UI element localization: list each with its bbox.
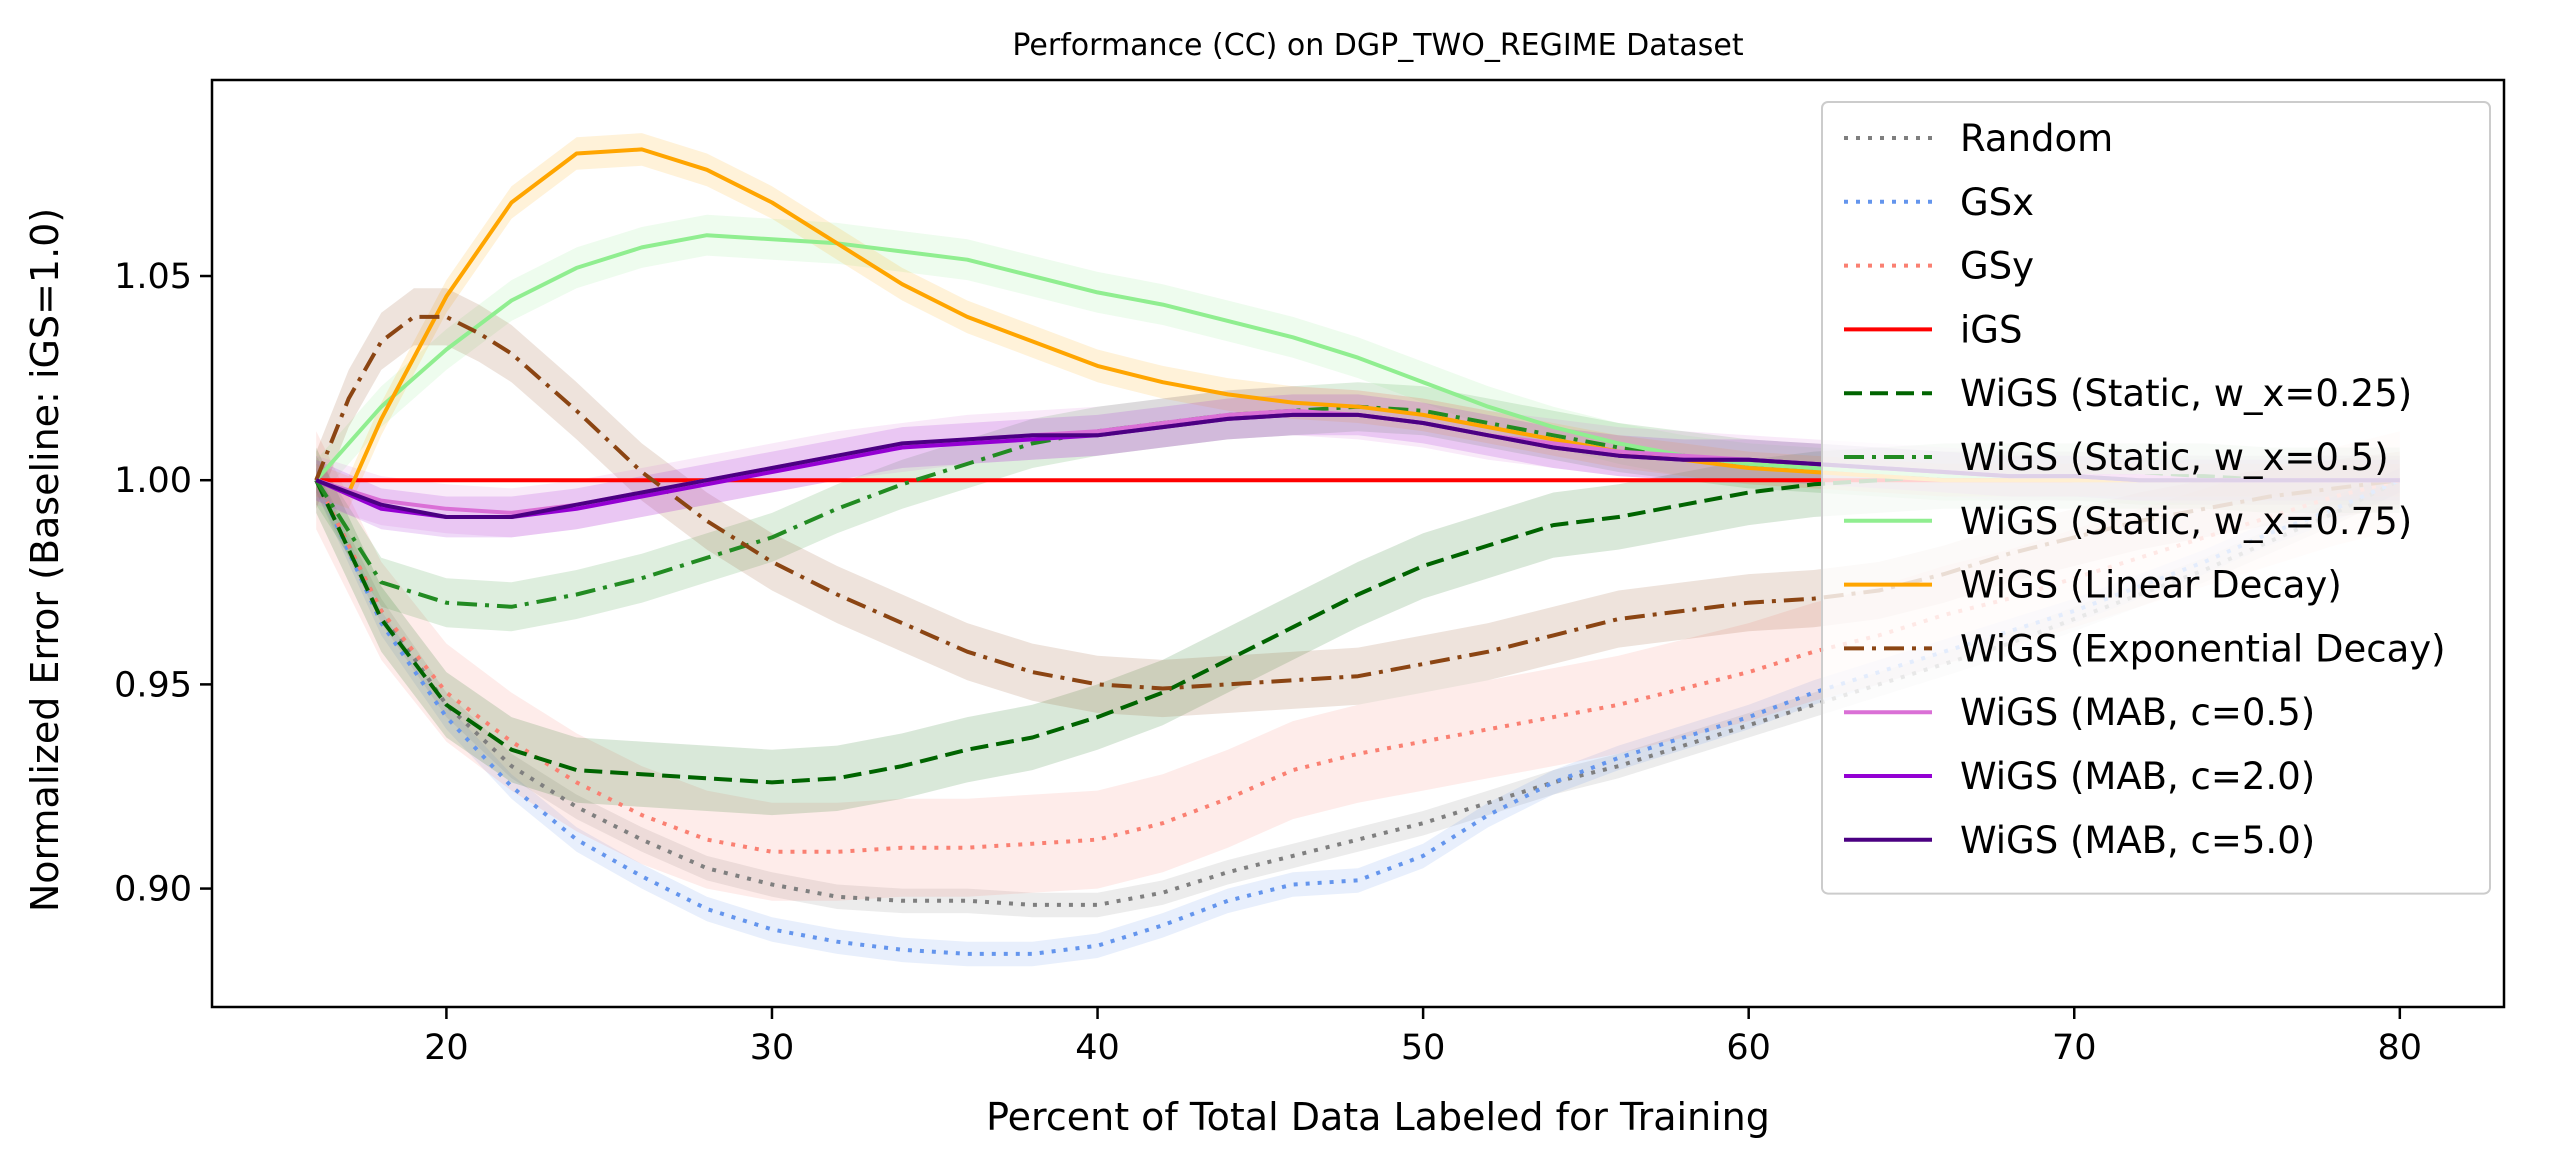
x-tick-label: 40 [1075,1028,1120,1068]
x-tick-label: 50 [1401,1028,1446,1068]
x-tick-label: 70 [2052,1028,2097,1068]
x-tick-label: 80 [2378,1028,2423,1068]
legend-box [1821,101,2491,895]
legend-label-wigs-static-w-x-0-25: WiGS (Static, w_x=0.25) [1960,372,2412,415]
legend-label-wigs-linear-decay: WiGS (Linear Decay) [1960,564,2342,607]
legend-label-gsy: GSy [1960,245,2034,288]
band-wigs-linear-decay [316,133,2400,509]
legend-label-wigs-mab-c-0-5: WiGS (MAB, c=0.5) [1960,691,2315,734]
legend-label-gsx: GSx [1960,181,2034,224]
y-tick-label: 0.95 [114,665,192,705]
y-axis-label: Normalized Error (Baseline: iGS=1.0) [23,208,67,912]
legend-label-wigs-mab-c-2-0: WiGS (MAB, c=2.0) [1960,755,2315,798]
plot-frame [210,78,2506,1009]
legend-label-wigs-mab-c-5-0: WiGS (MAB, c=5.0) [1960,819,2315,862]
band-wigs-static-w-x-0-5 [316,382,2400,632]
legend-label-wigs-exponential-decay: WiGS (Exponential Decay) [1960,627,2446,670]
y-tick-label: 1.05 [114,257,192,297]
band-random [316,468,2400,918]
legend-label-igs: iGS [1960,308,2022,351]
x-tick-label: 60 [1726,1028,1771,1068]
x-tick-label: 30 [750,1028,795,1068]
x-tick-label: 20 [424,1028,469,1068]
x-axis-label: Percent of Total Data Labeled for Traini… [986,1095,1770,1139]
legend-label-random: Random [1960,117,2113,160]
y-tick-label: 1.00 [114,461,192,501]
y-tick-label: 0.90 [114,870,192,910]
chart-title: Performance (CC) on DGP_TWO_REGIME Datas… [1012,28,1743,63]
legend-label-wigs-static-w-x-0-5: WiGS (Static, w_x=0.5) [1960,436,2389,479]
legend: Random GSx GSy iGS WiGS (Static, w_x=0.25) Wi… [1821,101,2491,895]
legend-label-wigs-static-w-x-0-75: WiGS (Static, w_x=0.75) [1960,500,2412,543]
axes: 20 30 40 50 60 70 80 0.90 0.95 1.00 1.05 [114,78,2506,1068]
